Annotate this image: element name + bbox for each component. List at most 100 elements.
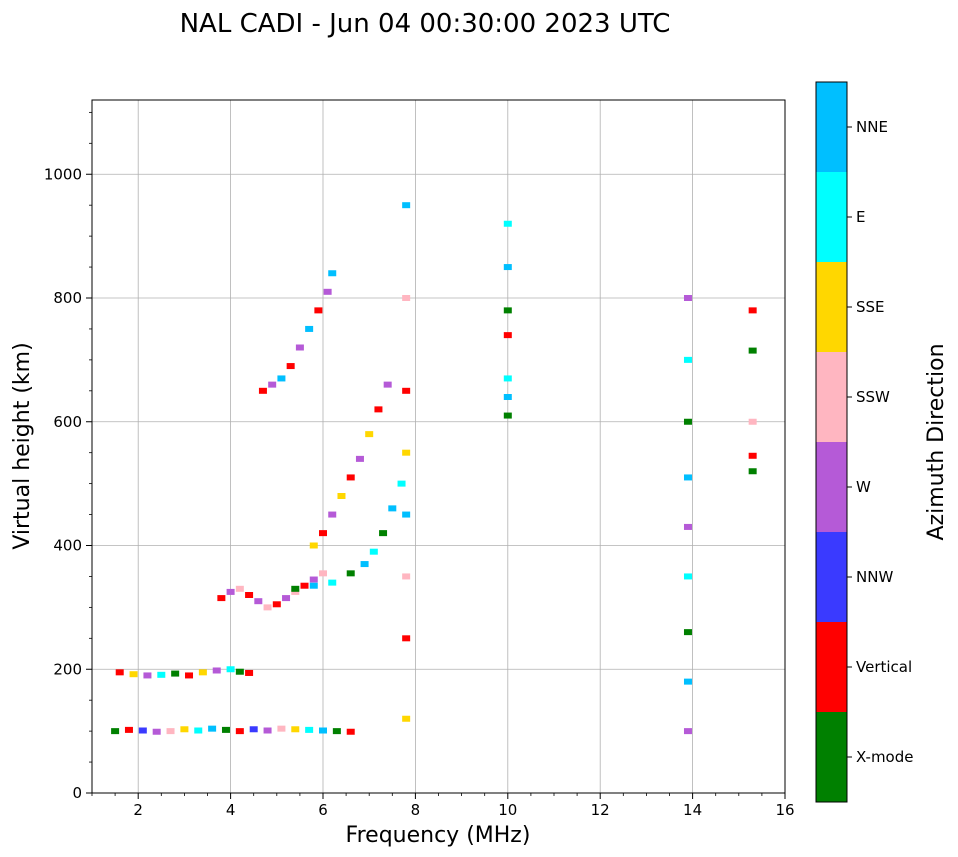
data-point (263, 604, 272, 611)
data-point (249, 726, 258, 733)
data-point (277, 375, 286, 382)
data-point (360, 561, 369, 568)
colorbar-tick-label: SSW (856, 388, 890, 406)
data-point (397, 480, 406, 487)
y-tick-label: 0 (72, 784, 82, 802)
data-point (328, 579, 337, 586)
colorbar-tick-label: Vertical (856, 658, 912, 676)
y-tick-label: 400 (53, 537, 82, 555)
data-point (319, 570, 327, 577)
grid-lines (92, 100, 786, 794)
data-point (748, 347, 757, 354)
data-point (115, 669, 124, 676)
data-point (138, 727, 147, 734)
data-point (235, 585, 244, 592)
data-point (402, 635, 411, 642)
x-tick-label: 16 (775, 801, 794, 819)
colorbar-segment (816, 442, 847, 532)
data-point (503, 220, 512, 227)
data-point (369, 548, 378, 555)
data-point (152, 728, 161, 735)
data-point (314, 307, 323, 314)
data-point (503, 375, 512, 382)
colorbar-border (815, 81, 848, 803)
data-point (157, 671, 166, 678)
y-tick-label: 800 (53, 289, 82, 307)
data-point (221, 726, 230, 733)
data-point (319, 727, 327, 734)
data-point (212, 667, 221, 674)
data-point (143, 672, 152, 679)
x-tick-label: 12 (591, 801, 610, 819)
data-point (245, 592, 254, 598)
data-point (328, 511, 337, 518)
x-tick-label: 6 (318, 801, 328, 819)
data-point (263, 727, 272, 734)
data-point (180, 726, 189, 733)
data-point (291, 585, 300, 592)
data-point (323, 288, 332, 295)
data-point (365, 431, 374, 438)
data-point (286, 363, 295, 370)
data-point (683, 356, 692, 363)
y-tick-label: 600 (53, 413, 82, 431)
data-point (503, 307, 512, 314)
data-point (300, 582, 309, 589)
x-tick-label: 10 (498, 801, 517, 819)
data-point (383, 381, 392, 388)
data-point (198, 669, 207, 676)
data-point (337, 493, 346, 499)
y-tick-label: 1000 (44, 165, 82, 183)
colorbar-label: Azimuth Direction (924, 343, 949, 540)
x-tick-label: 8 (411, 801, 421, 819)
colorbar-segment (816, 262, 847, 352)
data-point (309, 542, 318, 549)
data-marks (111, 202, 757, 735)
data-point (683, 523, 692, 530)
data-point (748, 307, 757, 314)
axes: 2 4 6 8 10 12 14 16 0 200 400 600 800 1000 (44, 111, 795, 819)
data-point (503, 394, 512, 400)
data-point (217, 595, 226, 602)
data-point (226, 588, 235, 595)
data-point (683, 418, 692, 425)
data-point (291, 726, 300, 733)
chart-title: NAL CADI - Jun 04 00:30:00 2023 UTC (180, 9, 671, 39)
data-point (309, 582, 318, 589)
data-point (379, 530, 388, 537)
data-point (235, 728, 244, 735)
data-point (194, 727, 203, 734)
data-point (683, 295, 692, 301)
data-point (277, 725, 286, 732)
data-point (282, 595, 291, 602)
data-point (235, 668, 244, 675)
x-tick-label: 2 (133, 801, 143, 819)
data-point (124, 726, 133, 733)
data-point (402, 202, 411, 209)
data-point (245, 669, 254, 676)
colorbar-segment (816, 622, 847, 712)
data-point (683, 678, 692, 685)
colorbar-tick-label: E (856, 208, 865, 226)
colorbar-segment (816, 172, 847, 262)
data-point (503, 264, 512, 271)
colorbar-segment (816, 352, 847, 442)
data-point (346, 474, 355, 481)
colorbar-segment (816, 82, 847, 172)
x-tick-label: 14 (683, 801, 702, 819)
data-point (388, 505, 397, 512)
colorbar: X-mode Vertical NNW W SSW SSE E NNE (815, 81, 913, 803)
data-point (305, 726, 314, 733)
data-point (328, 270, 337, 277)
y-tick-label: 200 (53, 660, 82, 678)
data-point (402, 387, 411, 394)
data-point (166, 728, 175, 735)
colorbar-tick-label: X-mode (856, 748, 913, 766)
data-point (305, 325, 314, 332)
data-point (402, 511, 411, 518)
data-point (683, 629, 692, 636)
data-point (129, 671, 138, 678)
colorbar-tick-label: NNW (856, 568, 893, 586)
data-point (503, 412, 512, 419)
